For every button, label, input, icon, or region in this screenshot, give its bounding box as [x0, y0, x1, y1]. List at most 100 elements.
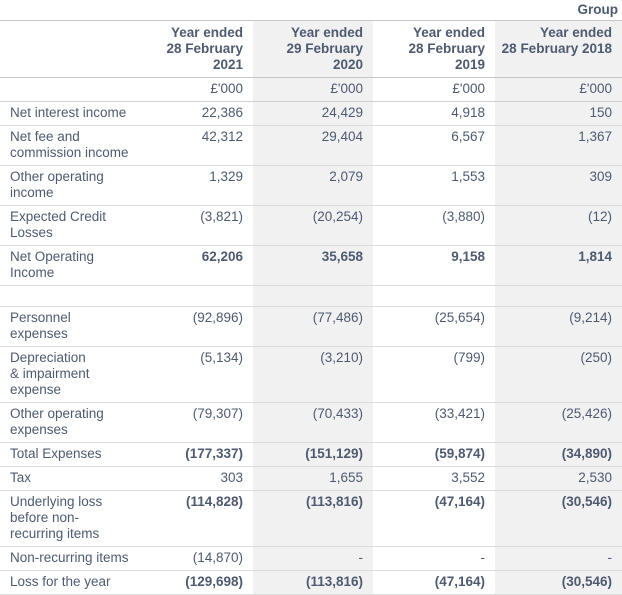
- cell-value: (79,307): [192, 406, 243, 421]
- cell-value: 42,312: [201, 129, 243, 144]
- income-statement-table: Year ended 28 February 2021 Year ended 2…: [0, 21, 622, 595]
- cell-value: [253, 285, 373, 307]
- cell-value: 35,658: [253, 245, 373, 286]
- cell-value: 6,567: [451, 129, 485, 144]
- table-row: Personnel expenses (92,896) (77,486) (25…: [0, 306, 622, 347]
- cell-value: 62,206: [201, 249, 243, 264]
- cell-value: -: [253, 546, 373, 571]
- unit-label: £'000: [495, 77, 622, 102]
- cell-value: 24,429: [253, 101, 373, 126]
- cell-value: (3,880): [442, 209, 485, 224]
- cell-value: (12): [495, 205, 622, 246]
- unit-label: £'000: [140, 77, 253, 102]
- cell-value: 4,918: [451, 105, 485, 120]
- row-label: Depreciation & impairment expense: [10, 350, 90, 397]
- cell-value: (14,870): [192, 550, 243, 565]
- cell-value: (250): [495, 346, 622, 403]
- cell-value: 9,158: [451, 249, 485, 264]
- cell-value: (47,164): [434, 574, 485, 589]
- table-row: Tax 303 1,655 3,552 2,530: [0, 466, 622, 491]
- cell-value: (25,654): [434, 310, 485, 325]
- cell-value: (5,134): [200, 350, 243, 365]
- row-label: Expected Credit Losses: [10, 209, 107, 240]
- cell-value: (3,210): [253, 346, 373, 403]
- cell-value: -: [495, 546, 622, 571]
- row-label-header: [0, 21, 140, 78]
- cell-value: (92,896): [192, 310, 243, 325]
- row-label: Personnel expenses: [10, 310, 71, 341]
- cell-value: (25,426): [495, 402, 622, 443]
- cell-value: (799): [453, 350, 485, 365]
- cell-value: 303: [220, 470, 243, 485]
- group-header: Group: [0, 0, 622, 21]
- cell-value: (34,890): [495, 442, 622, 467]
- cell-value: [373, 286, 495, 307]
- unit-label: £'000: [373, 77, 495, 102]
- cell-value: (30,546): [495, 570, 622, 595]
- cell-value: 2,079: [253, 165, 373, 206]
- cell-value: 29,404: [253, 125, 373, 166]
- row-label: Other operating expenses: [10, 406, 104, 437]
- cell-value: (113,816): [253, 490, 373, 547]
- cell-value: (129,698): [185, 574, 243, 589]
- cell-value: (47,164): [434, 494, 485, 509]
- cell-value: 150: [495, 101, 622, 126]
- table-row: Total Expenses (177,337) (151,129) (59,8…: [0, 442, 622, 467]
- row-label: Tax: [10, 470, 32, 485]
- cell-value: (151,129): [253, 442, 373, 467]
- cell-value: 1,329: [209, 169, 243, 184]
- table-row: [0, 285, 622, 307]
- column-header-2021: Year ended 28 February 2021: [140, 21, 253, 78]
- row-label: Net interest income: [10, 105, 127, 120]
- row-label: Net Operating Income: [10, 249, 95, 280]
- unit-label-empty: [0, 77, 140, 102]
- cell-value: (70,433): [253, 402, 373, 443]
- cell-value: 22,386: [201, 105, 243, 120]
- table-row: Non-recurring items (14,870) - - -: [0, 546, 622, 571]
- cell-value: 1,367: [495, 125, 622, 166]
- row-label: Non-recurring items: [10, 550, 129, 565]
- cell-value: 1,814: [495, 245, 622, 286]
- cell-value: 1,553: [451, 169, 485, 184]
- cell-value: (177,337): [185, 446, 243, 461]
- cell-value: -: [480, 550, 486, 565]
- year-header-row: Year ended 28 February 2021 Year ended 2…: [0, 21, 622, 78]
- group-label: Group: [577, 2, 619, 17]
- table-row: Underlying loss before non- recurring it…: [0, 490, 622, 547]
- unit-label: £'000: [253, 77, 373, 102]
- cell-value: (114,828): [185, 494, 243, 509]
- row-label: Other operating income: [10, 169, 104, 200]
- table-row: Other operating expenses (79,307) (70,43…: [0, 402, 622, 443]
- column-header-2019: Year ended 28 February 2019: [373, 21, 495, 78]
- cell-value: 1,655: [253, 466, 373, 491]
- cell-value: (33,421): [434, 406, 485, 421]
- cell-value: (113,816): [253, 570, 373, 595]
- column-header-2018: Year ended 28 February 2018: [495, 21, 622, 78]
- row-label: Total Expenses: [10, 446, 102, 461]
- table-row: Loss for the year (129,698) (113,816) (4…: [0, 570, 622, 595]
- table-row: Net interest income 22,386 24,429 4,918 …: [0, 101, 622, 126]
- row-label: Underlying loss before non- recurring it…: [10, 494, 103, 541]
- column-header-2020: Year ended 29 February 2020: [253, 21, 373, 78]
- cell-value: [495, 285, 622, 307]
- table-row: Net fee and commission income 42,312 29,…: [0, 125, 622, 166]
- cell-value: (9,214): [495, 306, 622, 347]
- row-label: Loss for the year: [10, 574, 111, 589]
- table-row: Expected Credit Losses (3,821) (20,254) …: [0, 205, 622, 246]
- table-row: Other operating income 1,329 2,079 1,553…: [0, 165, 622, 206]
- cell-value: [140, 286, 253, 307]
- row-label: [0, 286, 140, 307]
- unit-row: £'000 £'000 £'000 £'000: [0, 77, 622, 102]
- row-label: Net fee and commission income: [10, 129, 129, 160]
- cell-value: 2,530: [495, 466, 622, 491]
- cell-value: (77,486): [253, 306, 373, 347]
- cell-value: (20,254): [253, 205, 373, 246]
- cell-value: (59,874): [434, 446, 485, 461]
- table-row: Depreciation & impairment expense (5,134…: [0, 346, 622, 403]
- cell-value: (3,821): [200, 209, 243, 224]
- cell-value: (30,546): [495, 490, 622, 547]
- cell-value: 309: [495, 165, 622, 206]
- cell-value: 3,552: [451, 470, 485, 485]
- table-row: Net Operating Income 62,206 35,658 9,158…: [0, 245, 622, 286]
